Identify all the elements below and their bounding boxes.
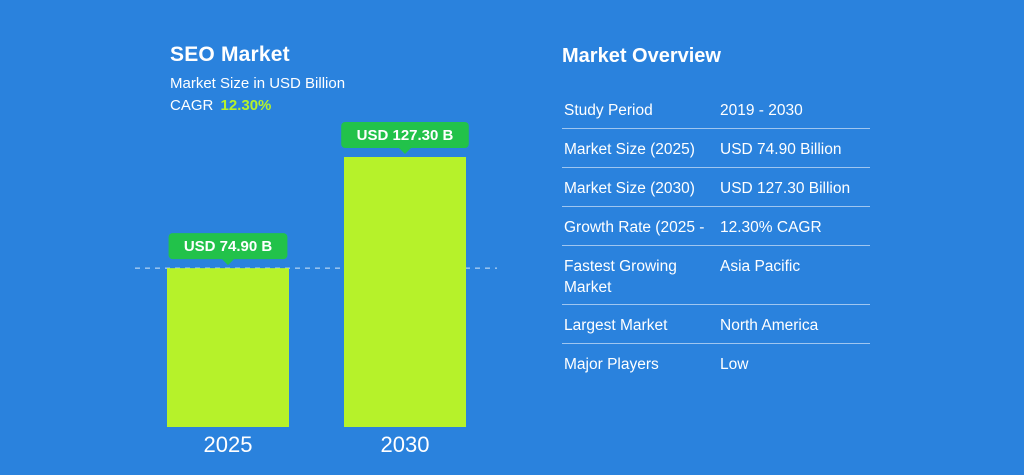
- x-tick-label-2025: 2025: [204, 432, 253, 457]
- overview-row-key: Fastest Growing Market: [564, 258, 677, 296]
- chart-title: SEO Market: [170, 43, 290, 66]
- overview-row: Market Size (2030) USD 127.30 Billion: [562, 168, 870, 207]
- data-label-2030: USD 127.30 B: [341, 122, 469, 154]
- overview-row-value: North America: [720, 317, 819, 334]
- chart-subtitle: Market Size in USD Billion: [170, 75, 346, 92]
- overview-row: Fastest Growing Market Asia Pacific: [562, 246, 870, 305]
- overview-row-key: Largest Market: [564, 317, 668, 334]
- overview-row-key: Study Period: [564, 102, 653, 119]
- overview-row-value: 2019 - 2030: [720, 102, 803, 119]
- cagr-value: 12.30%: [220, 97, 272, 114]
- overview-row-value: Low: [720, 356, 749, 373]
- overview-row-key: Market Size (2025): [564, 141, 695, 158]
- overview-row: Market Size (2025) USD 74.90 Billion: [562, 129, 870, 168]
- bar-chart: USD 74.90 B 2025 USD 127.30 B 2030: [135, 122, 497, 457]
- overview-row-value: 12.30% CAGR: [720, 219, 822, 236]
- overview-row-value: USD 74.90 Billion: [720, 141, 842, 158]
- overview-row-key: Growth Rate (2025 -: [564, 219, 705, 236]
- data-label-text: USD 127.30 B: [357, 127, 454, 144]
- data-label-pointer: [399, 148, 411, 154]
- data-label-2025: USD 74.90 B: [168, 233, 288, 266]
- data-label-text: USD 74.90 B: [184, 238, 273, 255]
- bar-2025: [167, 268, 289, 427]
- data-label-pointer: [222, 259, 234, 266]
- bar-2030: [344, 157, 466, 427]
- overview-title: Market Overview: [562, 45, 721, 67]
- overview-row: Major Players Low: [562, 344, 870, 380]
- overview-row: Study Period 2019 - 2030: [562, 90, 870, 129]
- overview-row-key: Market Size (2030): [564, 180, 695, 197]
- overview-row: Growth Rate (2025 - 12.30% CAGR: [562, 207, 870, 246]
- overview-row-value: Asia Pacific: [720, 258, 801, 275]
- overview-table: Study Period 2019 - 2030 Market Size (2025…: [562, 90, 870, 380]
- overview-row: Largest Market North America: [562, 305, 870, 344]
- overview-row-value: USD 127.30 Billion: [720, 180, 851, 197]
- cagr-line: CAGR 12.30%: [170, 97, 271, 114]
- overview-row-key: Major Players: [564, 356, 659, 373]
- data-label-bubble: [168, 233, 288, 260]
- cagr-label: CAGR: [170, 97, 214, 114]
- data-label-bubble: [341, 122, 469, 148]
- x-tick-label-2030: 2030: [381, 432, 430, 457]
